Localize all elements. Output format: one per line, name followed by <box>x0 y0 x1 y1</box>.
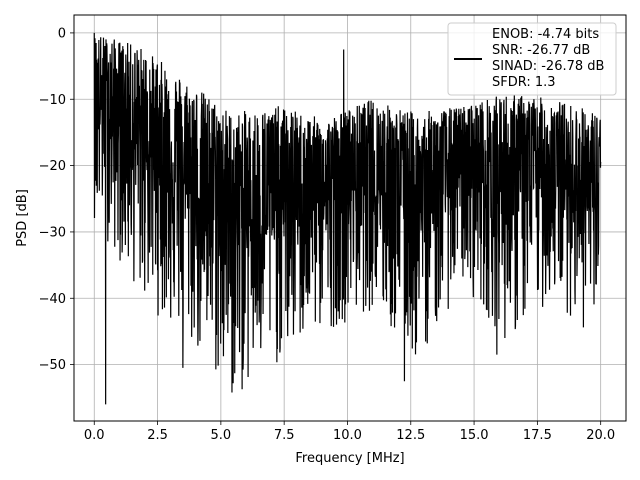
plot-frame <box>73 14 627 422</box>
x-tick-label: 10.0 <box>333 428 362 443</box>
x-axis-label: Frequency [MHz] <box>295 451 404 466</box>
y-tick-label: −20 <box>39 159 66 174</box>
x-tick-label: 15.0 <box>460 428 489 443</box>
legend: ENOB: -4.74 bits SNR: -26.77 dB SINAD: -… <box>447 22 617 96</box>
legend-entry-enob: ENOB: -4.74 bits <box>492 27 599 42</box>
legend-box <box>447 22 617 96</box>
x-tick-label: 5.0 <box>211 428 232 443</box>
y-tick-label: −10 <box>39 93 66 108</box>
x-tick-label: 7.5 <box>274 428 295 443</box>
psd-series-line <box>93 32 602 405</box>
x-tick-label: 17.5 <box>523 428 552 443</box>
x-tick-label: 2.5 <box>147 428 168 443</box>
y-tick-label: −40 <box>39 292 66 307</box>
legend-entry-snr: SNR: -26.77 dB <box>492 43 590 58</box>
y-tick-label: −50 <box>39 358 66 373</box>
x-tick-label: 12.5 <box>396 428 425 443</box>
y-tick-label: 0 <box>58 26 66 41</box>
legend-entry-sfdr: SFDR: 1.3 <box>492 75 556 90</box>
x-tick-label: 0.0 <box>84 428 105 443</box>
legend-entry-sinad: SINAD: -26.78 dB <box>492 59 604 74</box>
axis-ticks: 0.0 2.5 5.0 7.5 10.0 12.5 15.0 17.5 20.0 0 −10 −20 −… <box>39 26 616 443</box>
x-tick-label: 20.0 <box>586 428 615 443</box>
psd-series <box>93 32 602 405</box>
y-tick-label: −30 <box>39 225 66 240</box>
y-axis-label: PSD [dB] <box>15 189 30 247</box>
